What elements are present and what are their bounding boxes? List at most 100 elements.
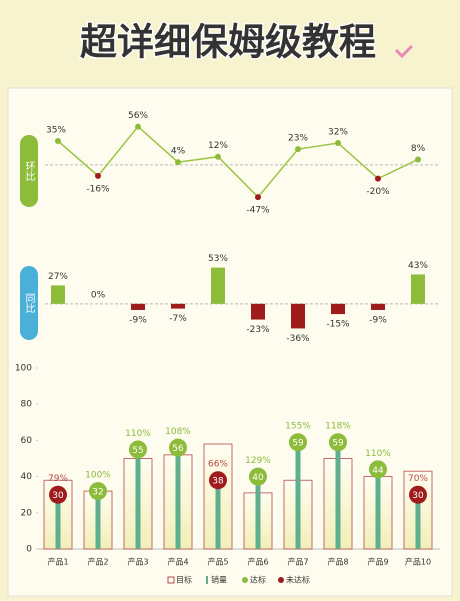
legend-label: 未达标 [286, 575, 310, 585]
sales-bar [295, 442, 301, 549]
data-label: 12% [208, 141, 228, 151]
decoration [394, 44, 414, 59]
sales-bar [55, 494, 61, 549]
sales-dot [49, 485, 67, 504]
point [255, 194, 261, 201]
x-tick-label: 产品1 [47, 557, 68, 567]
data-label: -16% [86, 184, 110, 194]
data-label: -9% [369, 315, 387, 325]
data-label: 8% [411, 144, 426, 154]
data-label: 56% [128, 111, 148, 121]
sales-bar [415, 494, 421, 549]
data-label: 32 [92, 488, 103, 498]
data-label: 23% [288, 134, 308, 144]
point [335, 140, 341, 147]
data-label: 30 [412, 491, 424, 501]
legend-swatch [278, 577, 284, 583]
data-label: 38 [212, 477, 224, 487]
data-label: -47% [246, 206, 270, 216]
x-tick-label: 产品10 [405, 557, 431, 567]
bar [211, 267, 225, 304]
bar [291, 303, 305, 329]
bar [251, 303, 265, 320]
point [295, 146, 301, 153]
data-label: 4% [171, 147, 186, 157]
data-label: 43% [408, 261, 428, 271]
page-title: 超详细保姆级教程 [80, 21, 376, 64]
bar [131, 303, 145, 310]
x-tick-label: 产品7 [287, 557, 308, 567]
bar [171, 303, 185, 309]
sales-dot [169, 438, 187, 457]
legend-label: 销量 [211, 575, 227, 585]
sales-dot [369, 460, 387, 479]
point [55, 137, 61, 144]
data-label: 27% [48, 272, 68, 282]
point [175, 159, 181, 166]
rate-label: 100% [85, 471, 111, 481]
point [215, 153, 221, 160]
data-label: 56 [172, 444, 184, 454]
data-label: 0% [91, 290, 106, 300]
sales-dot [409, 485, 427, 504]
x-tick-label: 产品2 [87, 557, 108, 567]
rate-label: 129% [245, 456, 271, 466]
line [57, 125, 419, 199]
bar [51, 285, 65, 304]
data-label: 40 [252, 473, 264, 483]
pill [20, 135, 38, 207]
sales-dot [249, 467, 267, 486]
bar [411, 274, 425, 304]
sales-bar [375, 469, 381, 549]
x-tick-label: 产品4 [167, 557, 188, 567]
sales-dot [129, 440, 147, 459]
x-tick-label: 产品9 [367, 557, 388, 567]
sales-bar [175, 447, 181, 549]
point [375, 175, 381, 182]
data-label: 59 [332, 439, 344, 449]
sales-bar [95, 491, 101, 549]
data-label: 55 [132, 446, 143, 456]
data-label: 32% [328, 128, 348, 138]
data-label: 30 [52, 491, 64, 501]
rate-label: 66% [208, 460, 228, 470]
sales-bar [215, 480, 221, 549]
y-tick-label: 100 [15, 364, 32, 374]
legend-swatch [242, 577, 248, 583]
bar [371, 303, 385, 310]
x-tick-label: 产品3 [127, 557, 148, 567]
side-label: 同比 [23, 293, 35, 313]
sales-bar [135, 449, 141, 549]
data-label: -15% [326, 320, 350, 330]
bar [331, 303, 345, 315]
rate-label: 118% [325, 422, 351, 432]
rate-label: 155% [285, 422, 311, 432]
x-tick-label: 产品5 [207, 557, 228, 567]
rate-label: 79% [48, 474, 68, 484]
point [95, 172, 101, 179]
rate-label: 110% [125, 429, 151, 439]
sales-dot [209, 471, 227, 490]
y-tick-label: 20 [21, 508, 33, 518]
data-label: 35% [46, 125, 66, 135]
legend-swatch [206, 576, 208, 584]
sales-dot [89, 482, 107, 501]
data-label: 53% [208, 254, 228, 264]
data-label: -9% [129, 315, 147, 325]
legend-swatch [167, 576, 175, 584]
x-tick-label: 产品6 [247, 557, 268, 567]
rate-label: 70% [408, 474, 428, 484]
pill [20, 266, 38, 340]
x-tick-label: 产品8 [327, 557, 348, 567]
sales-dot [329, 433, 347, 452]
rate-label: 108% [165, 427, 191, 437]
y-tick-label: 80 [21, 400, 33, 410]
legend-label: 目标 [176, 575, 192, 585]
data-label: 44 [372, 466, 384, 476]
y-tick-label: 0 [26, 545, 32, 555]
data-label: -23% [246, 325, 270, 335]
data-label: -36% [286, 334, 310, 344]
sales-bar [335, 442, 341, 549]
rate-label: 110% [365, 449, 391, 459]
